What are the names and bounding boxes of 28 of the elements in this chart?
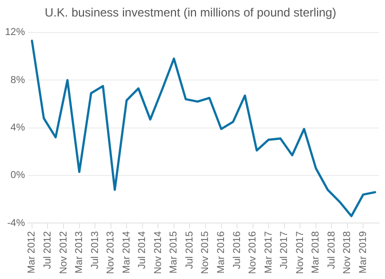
x-tick-label: Mar 2017 — [263, 230, 274, 274]
x-tick-label: Jul 2012 — [42, 230, 54, 270]
x-tick-label: Jul 2015 — [184, 230, 196, 270]
x-tick-label: Mar 2014 — [121, 230, 132, 274]
x-tick-label: Mar 2012 — [26, 230, 38, 274]
x-tick-label: Nov 2016 — [248, 230, 259, 274]
chart-title: U.K. business investment (in millions of pound sterling) — [44, 6, 336, 20]
y-tick-label: 0% — [10, 170, 26, 182]
x-tick-label: Mar 2016 — [216, 230, 228, 274]
y-tick-label: 12% — [5, 27, 26, 38]
x-tick-label: Mar 2013 — [74, 230, 86, 274]
x-tick-label: Nov 2013 — [106, 230, 117, 274]
x-tick-label: Nov 2018 — [342, 230, 354, 274]
x-tick-label: Jul 2016 — [232, 230, 243, 270]
x-tick-label: Jul 2014 — [137, 230, 148, 270]
y-tick-label: 8% — [10, 74, 26, 86]
x-tick-label: Nov 2014 — [152, 230, 164, 274]
x-tick-label: Mar 2019 — [358, 230, 369, 274]
x-tick-label: Nov 2017 — [294, 230, 306, 274]
x-tick-label: Nov 2015 — [200, 230, 212, 274]
x-tick-label: Jul 2017 — [279, 230, 290, 270]
x-tick-label: Jul 2018 — [326, 230, 338, 270]
x-tick-label: Mar 2015 — [168, 230, 180, 274]
x-tick-label: Nov 2012 — [58, 230, 70, 274]
x-tick-label: Mar 2018 — [310, 230, 322, 274]
y-tick-label: 4% — [10, 122, 26, 134]
y-tick-label: -4% — [7, 218, 26, 229]
x-tick-label: Jul 2013 — [90, 230, 101, 270]
